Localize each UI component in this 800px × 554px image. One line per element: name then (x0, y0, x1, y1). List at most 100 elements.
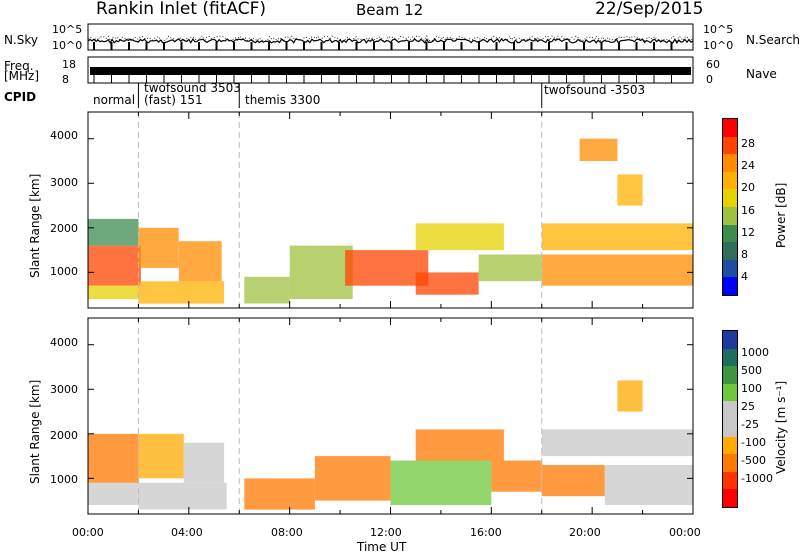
vel-tick-25: 25 (741, 400, 755, 413)
velocity-ytick-2000: 2000 (50, 429, 78, 442)
velocity-region (88, 482, 139, 506)
power-region (478, 254, 542, 282)
xtick-0000: 00:00 (72, 526, 104, 539)
nsearch-tick-top: 10^5 (703, 23, 734, 36)
vel-tick-100: 100 (741, 382, 762, 395)
power-colorbar-swatch (723, 206, 737, 225)
velocity-region (183, 442, 225, 483)
nsky-tick-top: 10^5 (52, 23, 83, 36)
velocity-colorbar-swatch (723, 418, 737, 437)
power-colorbar-swatch (723, 242, 737, 260)
power-ylabel: Slant Range [km] (28, 173, 42, 278)
power-region (138, 227, 179, 268)
nsky-tick-bottom: 10^0 (52, 39, 83, 52)
velocity-region (604, 465, 693, 506)
velocity-region (244, 478, 315, 510)
nsearch-label: N.Search (746, 33, 800, 47)
velocity-ylabel: Slant Range [km] (28, 379, 42, 484)
velocity-region (390, 460, 492, 505)
power-region (415, 223, 504, 251)
power-ytick-1000: 1000 (50, 265, 78, 278)
power-region (617, 174, 643, 206)
power-colorbar (722, 118, 738, 296)
xtick-0800: 08:00 (271, 526, 303, 539)
cpid-twofsound: twofsound -3503 (544, 83, 646, 97)
cpid-themis: themis 3300 (245, 93, 321, 107)
vel-tick-1000: 1000 (741, 346, 769, 359)
power-tick-20: 20 (741, 181, 755, 194)
power-colorbar-label: Power [dB] (774, 182, 788, 248)
freq-unit-label: [MHz] (4, 69, 40, 83)
velocity-colorbar-swatch (723, 401, 737, 419)
velocity-colorbar-swatch (723, 454, 737, 472)
power-region (541, 223, 694, 251)
power-region (178, 241, 222, 282)
freq-tick-bottom: 8 (62, 73, 69, 86)
power-region (541, 254, 694, 286)
power-colorbar-swatch (723, 259, 737, 278)
power-region (345, 250, 429, 286)
power-colorbar-swatch (723, 171, 737, 190)
xlabel: Time UT (357, 540, 407, 554)
velocity-colorbar-swatch (723, 436, 737, 455)
xtick-1200: 12:00 (370, 526, 402, 539)
beam-title: Beam 12 (356, 1, 424, 19)
xtick-1600: 16:00 (470, 526, 502, 539)
cpid-label: CPID (4, 90, 37, 104)
velocity-region (617, 380, 643, 412)
power-region (88, 218, 139, 246)
velocity-colorbar-swatch (723, 383, 737, 402)
velocity-region (88, 433, 139, 483)
station-title: Rankin Inlet (fitACF) (96, 0, 267, 19)
power-colorbar-swatch (723, 189, 737, 207)
velocity-region (491, 460, 542, 492)
power-ytick-4000: 4000 (50, 129, 78, 142)
power-tick-8: 8 (741, 248, 748, 261)
velocity-region (415, 429, 504, 461)
power-region (138, 281, 225, 304)
nsearch-tick-bottom: 10^0 (703, 39, 734, 52)
power-tick-24: 24 (741, 159, 755, 172)
power-tick-16: 16 (741, 204, 755, 217)
xtick-2000: 20:00 (569, 526, 601, 539)
velocity-region (138, 433, 184, 479)
velocity-colorbar (722, 330, 738, 508)
freq-label: Freq. (4, 59, 34, 73)
velocity-ytick-4000: 4000 (50, 336, 78, 349)
velocity-colorbar-swatch (723, 331, 737, 349)
velocity-ytick-1000: 1000 (50, 473, 78, 486)
nave-tick-bottom: 0 (706, 73, 713, 86)
nave-label: Nave (746, 67, 777, 81)
vel-tick-minus25: -25 (741, 418, 759, 431)
vel-tick-500: 500 (741, 364, 762, 377)
power-colorbar-swatch (723, 224, 737, 243)
vel-tick-minus100: -100 (741, 436, 766, 449)
power-tick-12: 12 (741, 226, 755, 239)
power-tick-28: 28 (741, 137, 755, 150)
velocity-region (314, 456, 391, 501)
cpid-twofsound-fast-2: (fast) 151 (144, 93, 203, 107)
power-ytick-2000: 2000 (50, 222, 78, 235)
velocity-region (138, 482, 227, 510)
vel-tick-minus1000: -1000 (741, 472, 773, 485)
power-colorbar-swatch (723, 136, 737, 155)
power-colorbar-swatch (723, 154, 737, 172)
velocity-region (541, 465, 605, 497)
nsearch-trace (87, 34, 694, 42)
nave-tick-top: 60 (706, 58, 720, 71)
freq-tick-top: 18 (62, 58, 76, 71)
power-ytick-3000: 3000 (50, 176, 78, 189)
power-region (415, 272, 479, 295)
vel-tick-minus500: -500 (741, 454, 766, 467)
power-region (88, 285, 139, 300)
velocity-ytick-3000: 3000 (50, 383, 78, 396)
xtick-2400: 00:00 (669, 526, 701, 539)
date-title: 22/Sep/2015 (595, 0, 704, 19)
velocity-colorbar-swatch (723, 471, 737, 490)
nsky-label: N.Sky (4, 33, 39, 47)
cpid-twofsound-fast: twofsound 3503 (144, 81, 241, 95)
velocity-region (541, 429, 694, 457)
xtick-0400: 04:00 (171, 526, 203, 539)
velocity-colorbar-label: Velocity [m s⁻¹] (774, 380, 788, 474)
